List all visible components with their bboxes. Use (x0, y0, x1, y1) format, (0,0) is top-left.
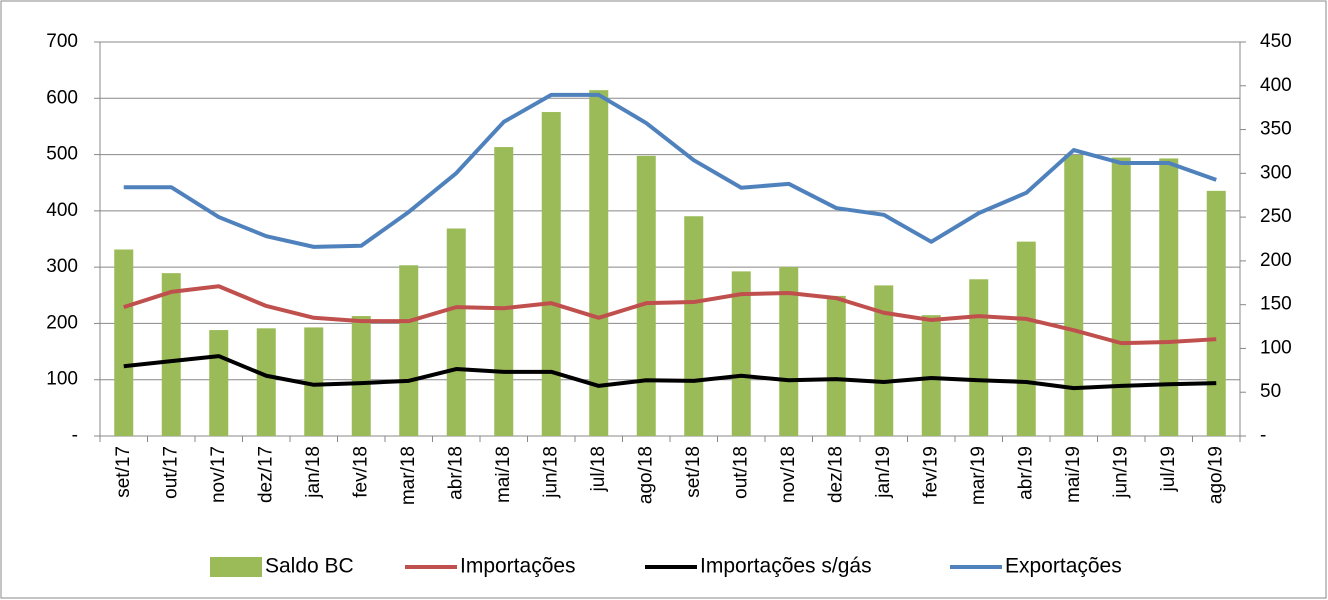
x-tick-label: jul/19 (1158, 446, 1179, 492)
bar (541, 112, 561, 437)
x-tick-label: nov/18 (778, 446, 799, 503)
x-tick-label: ago/19 (1205, 446, 1226, 504)
bar (1016, 241, 1036, 436)
bar (779, 267, 799, 436)
bar (969, 279, 989, 436)
bar (351, 316, 371, 436)
y2-tick-label: 150 (1260, 294, 1292, 315)
bar (494, 147, 514, 437)
y-tick-label: 600 (46, 87, 78, 108)
bar (636, 155, 656, 437)
bar (684, 216, 704, 436)
x-tick-label: mai/19 (1063, 446, 1084, 503)
bar (589, 90, 609, 437)
y2-tick-label: 450 (1260, 31, 1292, 52)
bar (209, 330, 229, 436)
x-tick-label: abr/18 (445, 446, 466, 500)
bar (1206, 190, 1226, 436)
x-tick-label: mai/18 (493, 446, 514, 503)
y2-tick-label: 350 (1260, 119, 1292, 140)
bar (114, 249, 134, 436)
x-tick-label: dez/18 (825, 446, 846, 503)
x-tick-label: nov/17 (208, 446, 229, 503)
line-series (123, 92, 1217, 249)
y2-tick-label: 300 (1260, 162, 1292, 183)
y-tick-label: 700 (46, 31, 78, 52)
legend-label: Importações (460, 555, 576, 578)
x-tick-label: out/18 (730, 446, 751, 499)
bar (304, 327, 324, 436)
bar (874, 285, 894, 436)
line-series (123, 354, 1217, 391)
bar (826, 295, 846, 436)
bar (256, 328, 276, 436)
x-tick-label: jan/19 (873, 446, 894, 499)
y2-tick-label: 400 (1260, 75, 1292, 96)
x-tick-label: abr/19 (1015, 446, 1036, 500)
bar (446, 228, 466, 436)
x-tick-label: mar/19 (968, 446, 989, 505)
y2-tick-label: 200 (1260, 250, 1292, 271)
y2-tick-label: 50 (1260, 381, 1281, 402)
y-tick-label: 100 (46, 369, 78, 390)
x-tick-label: set/18 (683, 446, 704, 498)
line-series (123, 284, 1217, 346)
y-tick-label: 500 (46, 144, 78, 165)
y-tick-label: 200 (46, 312, 78, 333)
x-tick-label: jul/18 (588, 446, 609, 492)
x-tick-label: ago/18 (635, 446, 656, 504)
legend-swatch (210, 557, 262, 577)
y2-tick-label: 100 (1260, 337, 1292, 358)
y-tick-label: - (72, 425, 78, 446)
y-tick-label: 400 (46, 200, 78, 221)
x-tick-label: mar/18 (398, 446, 419, 505)
y-tick-label: 300 (46, 256, 78, 277)
x-tick-label: fev/18 (350, 446, 371, 498)
bar (731, 271, 751, 436)
x-tick-label: out/17 (160, 446, 181, 499)
bar (161, 273, 181, 436)
x-tick-label: jun/19 (1110, 446, 1131, 499)
x-tick-label: jan/18 (303, 446, 324, 499)
y2-tick-label: 250 (1260, 206, 1292, 227)
bar (1111, 157, 1131, 436)
legend-label: Saldo BC (265, 555, 354, 578)
legend-label: Exportações (1005, 555, 1122, 578)
x-tick-label: dez/17 (255, 446, 276, 503)
legend-label: Importações s/gás (700, 555, 872, 578)
x-tick-label: set/17 (113, 446, 134, 498)
x-tick-label: jun/18 (540, 446, 561, 499)
bar (1064, 154, 1084, 437)
bar (399, 265, 419, 436)
bar (1159, 158, 1179, 436)
x-tick-label: fev/19 (920, 446, 941, 498)
bar (921, 315, 941, 436)
y2-tick-label: - (1260, 425, 1266, 446)
